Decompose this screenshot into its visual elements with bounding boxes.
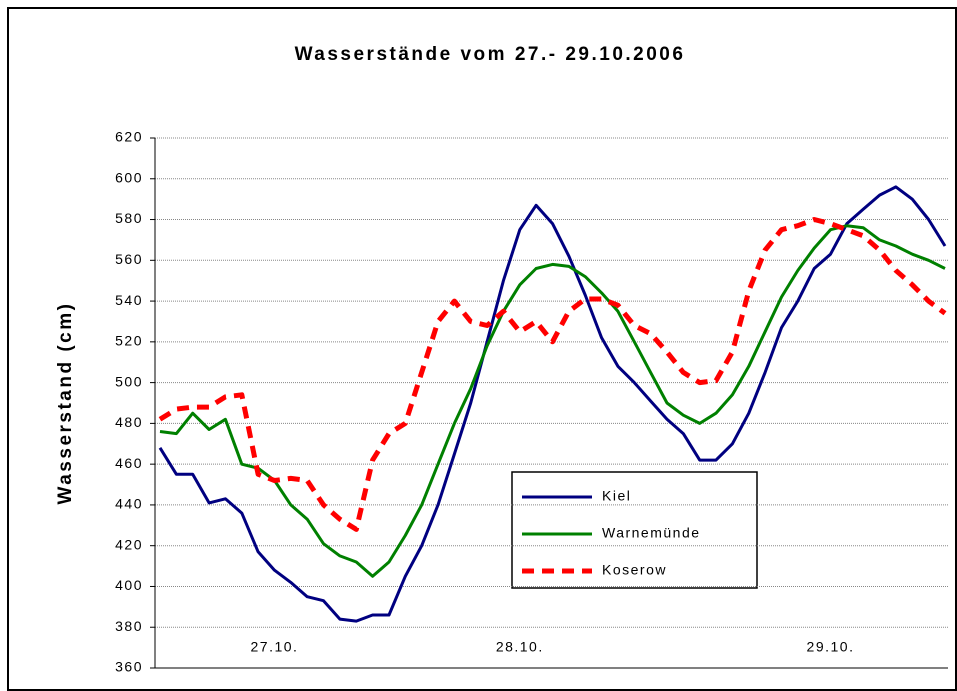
y-tick-label: 420 [115, 536, 143, 552]
x-tick-label: 29.10. [807, 639, 855, 655]
y-tick-label: 560 [115, 251, 143, 267]
y-tick-label: 360 [115, 659, 143, 675]
y-tick-label: 400 [115, 577, 143, 593]
y-tick-label: 440 [115, 496, 143, 512]
y-tick-label: 540 [115, 292, 143, 308]
y-tick-label: 620 [115, 129, 143, 145]
chart-title: Wasserstände vom 27.- 29.10.2006 [295, 44, 686, 65]
y-axis-label: Wasserstand (cm) [55, 302, 76, 505]
y-tick-label: 600 [115, 169, 143, 185]
y-tick-label: 460 [115, 455, 143, 471]
y-tick-label: 380 [115, 618, 143, 634]
data-line [158, 185, 947, 623]
x-tick-label: 27.10. [251, 639, 299, 655]
data-line [159, 224, 946, 578]
chart-frame [7, 7, 957, 691]
data-line [158, 217, 947, 532]
y-tick-label: 500 [115, 373, 143, 389]
y-tick-label: 580 [115, 210, 143, 226]
legend-label: Kiel [602, 488, 631, 504]
legend-label: Warnemünde [602, 525, 701, 541]
y-tick-label: 520 [115, 333, 143, 349]
x-tick-label: 28.10. [496, 639, 544, 655]
y-tick-label: 480 [115, 414, 143, 430]
legend-label: Koserow [602, 562, 667, 578]
